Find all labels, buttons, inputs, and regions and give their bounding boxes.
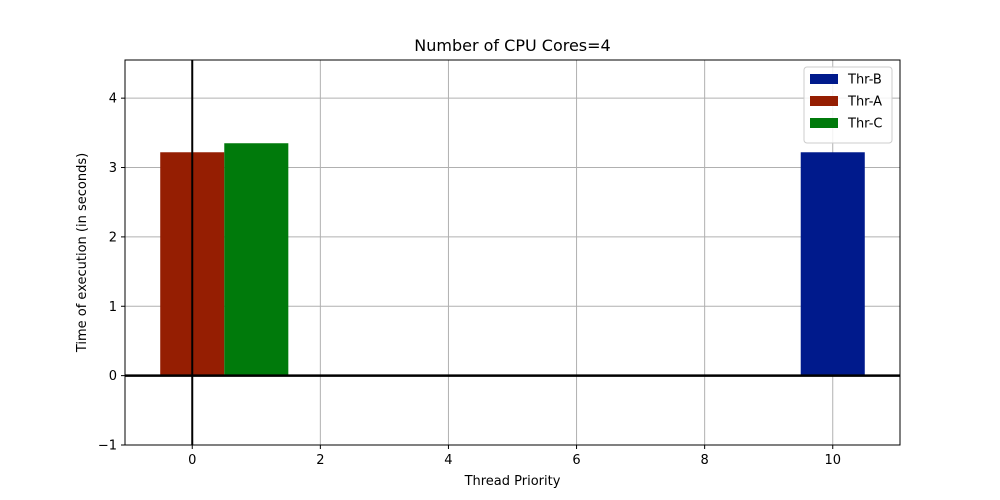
- legend-label-thr-c: Thr-C: [847, 117, 882, 132]
- y-axis-label: Time of execution (in seconds): [75, 153, 90, 353]
- legend-label-thr-b: Thr-B: [847, 73, 882, 88]
- bars: [160, 143, 865, 376]
- y-tick-label: 4: [109, 92, 117, 107]
- bar-thr-c: [224, 143, 289, 376]
- y-tick-label: 2: [109, 230, 117, 245]
- legend-swatch-thr-a: [810, 96, 838, 106]
- x-axis-label: Thread Priority: [464, 474, 561, 489]
- legend-swatch-thr-c: [810, 118, 838, 128]
- x-tick-label: 0: [188, 453, 196, 468]
- bar-thr-b: [800, 152, 865, 376]
- ticks: 0 2 4 6 8 10 −1 0 1 2 3 4: [98, 92, 841, 468]
- y-tick-label: 1: [109, 300, 117, 315]
- x-tick-label: 10: [824, 453, 841, 468]
- y-tick-label: −1: [98, 439, 117, 454]
- x-tick-label: 4: [444, 453, 452, 468]
- legend-swatch-thr-b: [810, 74, 838, 84]
- legend-label-thr-a: Thr-A: [847, 95, 882, 110]
- reference-lines: [125, 60, 900, 445]
- x-tick-label: 8: [701, 453, 709, 468]
- plot-frame: [124, 59, 901, 446]
- x-tick-label: 2: [316, 453, 324, 468]
- y-tick-label: 3: [109, 161, 117, 176]
- chart-title: Number of CPU Cores=4: [414, 36, 610, 55]
- x-tick-label: 6: [572, 453, 580, 468]
- y-tick-label: 0: [109, 369, 117, 384]
- legend: Thr-B Thr-A Thr-C: [803, 66, 893, 144]
